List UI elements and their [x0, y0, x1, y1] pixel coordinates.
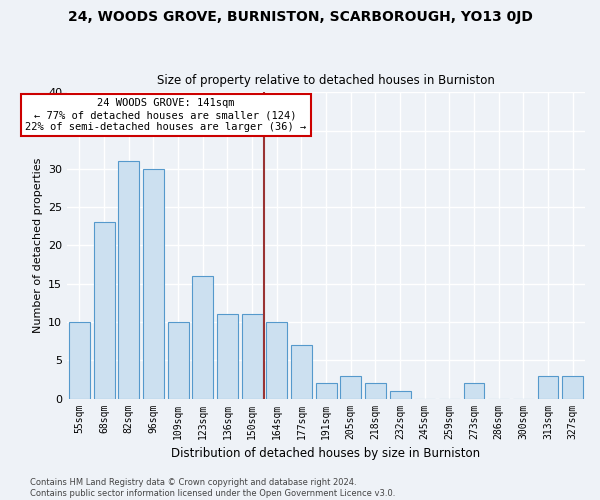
X-axis label: Distribution of detached houses by size in Burniston: Distribution of detached houses by size …	[172, 447, 481, 460]
Bar	[167, 322, 188, 398]
Bar	[464, 383, 484, 398]
Bar	[143, 169, 164, 398]
Title: Size of property relative to detached houses in Burniston: Size of property relative to detached ho…	[157, 74, 495, 87]
Bar	[291, 345, 312, 399]
Bar	[389, 391, 410, 398]
Y-axis label: Number of detached properties: Number of detached properties	[32, 158, 43, 333]
Bar	[316, 383, 337, 398]
Bar	[365, 383, 386, 398]
Bar	[242, 314, 263, 398]
Bar	[94, 222, 115, 398]
Text: 24 WOODS GROVE: 141sqm
← 77% of detached houses are smaller (124)
22% of semi-de: 24 WOODS GROVE: 141sqm ← 77% of detached…	[25, 98, 307, 132]
Bar	[562, 376, 583, 398]
Bar	[118, 161, 139, 398]
Bar	[69, 322, 90, 398]
Bar	[217, 314, 238, 398]
Bar	[538, 376, 559, 398]
Bar	[340, 376, 361, 398]
Text: 24, WOODS GROVE, BURNISTON, SCARBOROUGH, YO13 0JD: 24, WOODS GROVE, BURNISTON, SCARBOROUGH,…	[68, 10, 532, 24]
Bar	[192, 276, 213, 398]
Bar	[266, 322, 287, 398]
Text: Contains HM Land Registry data © Crown copyright and database right 2024.
Contai: Contains HM Land Registry data © Crown c…	[30, 478, 395, 498]
